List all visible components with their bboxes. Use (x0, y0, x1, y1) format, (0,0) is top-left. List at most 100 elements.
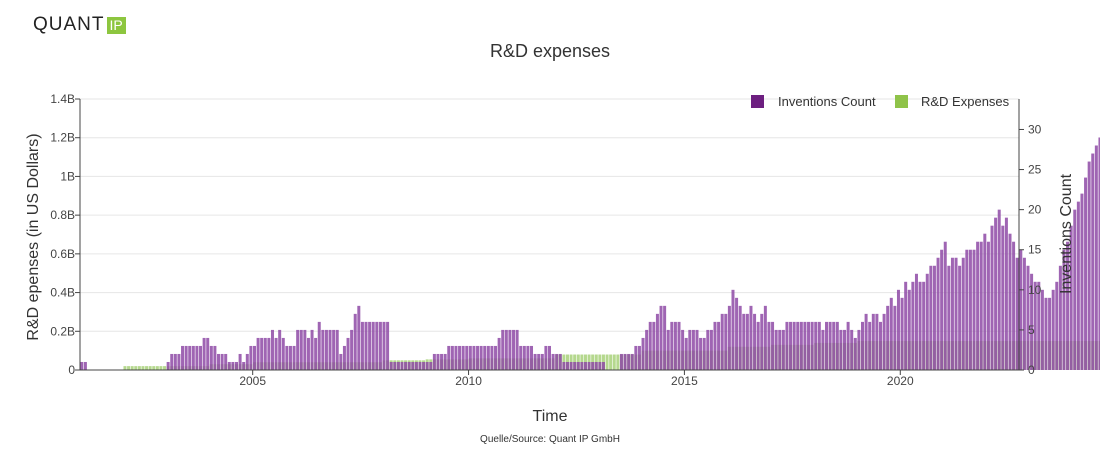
inventions-count-bar[interactable] (512, 329, 516, 370)
inventions-count-bar[interactable] (476, 345, 480, 370)
inventions-count-bar[interactable] (346, 337, 350, 370)
inventions-count-bar[interactable] (350, 329, 354, 370)
inventions-count-bar[interactable] (422, 361, 426, 370)
inventions-count-bar[interactable] (950, 257, 954, 370)
inventions-count-bar[interactable] (814, 321, 818, 370)
inventions-count-bar[interactable] (310, 329, 314, 370)
inventions-count-bar[interactable] (540, 353, 544, 370)
inventions-count-bar[interactable] (709, 329, 713, 370)
inventions-count-bar[interactable] (587, 361, 591, 370)
inventions-count-bar[interactable] (598, 361, 602, 370)
inventions-count-bar[interactable] (267, 337, 271, 370)
inventions-count-bar[interactable] (404, 361, 408, 370)
rd-expenses-bar[interactable] (152, 366, 156, 370)
inventions-count-bar[interactable] (368, 321, 372, 370)
inventions-count-bar[interactable] (1033, 281, 1037, 370)
inventions-count-bar[interactable] (727, 305, 731, 370)
inventions-count-bar[interactable] (544, 345, 548, 370)
inventions-count-bar[interactable] (173, 353, 177, 370)
inventions-count-bar[interactable] (1091, 153, 1095, 370)
inventions-count-bar[interactable] (958, 265, 962, 370)
inventions-count-bar[interactable] (699, 337, 703, 370)
inventions-count-bar[interactable] (231, 361, 235, 370)
inventions-count-bar[interactable] (979, 241, 983, 370)
inventions-count-bar[interactable] (601, 361, 605, 370)
inventions-count-bar[interactable] (896, 289, 900, 370)
inventions-count-bar[interactable] (634, 345, 638, 370)
inventions-count-bar[interactable] (342, 345, 346, 370)
rd-expenses-bar[interactable] (134, 366, 138, 370)
rd-expenses-bar[interactable] (616, 354, 620, 370)
inventions-count-bar[interactable] (875, 313, 879, 370)
inventions-count-bar[interactable] (418, 361, 422, 370)
inventions-count-bar[interactable] (760, 313, 764, 370)
inventions-count-bar[interactable] (519, 345, 523, 370)
inventions-count-bar[interactable] (508, 329, 512, 370)
inventions-count-bar[interactable] (1040, 289, 1044, 370)
inventions-count-bar[interactable] (306, 337, 310, 370)
inventions-count-bar[interactable] (386, 321, 390, 370)
inventions-count-bar[interactable] (619, 353, 623, 370)
inventions-count-bar[interactable] (533, 353, 537, 370)
inventions-count-bar[interactable] (166, 361, 170, 370)
inventions-count-bar[interactable] (911, 281, 915, 370)
inventions-count-bar[interactable] (375, 321, 379, 370)
inventions-count-bar[interactable] (968, 249, 972, 370)
inventions-count-bar[interactable] (659, 305, 663, 370)
rd-expenses-bar[interactable] (159, 366, 163, 370)
inventions-count-bar[interactable] (1008, 233, 1012, 370)
inventions-count-bar[interactable] (735, 297, 739, 370)
inventions-count-bar[interactable] (371, 321, 375, 370)
inventions-count-bar[interactable] (177, 353, 181, 370)
inventions-count-bar[interactable] (1055, 281, 1059, 370)
inventions-count-bar[interactable] (1084, 177, 1088, 370)
inventions-count-bar[interactable] (853, 337, 857, 370)
legend-label-rd[interactable]: R&D Expenses (921, 94, 1010, 109)
inventions-count-bar[interactable] (893, 305, 897, 370)
inventions-count-bar[interactable] (191, 345, 195, 370)
inventions-count-bar[interactable] (562, 361, 566, 370)
inventions-count-bar[interactable] (400, 361, 404, 370)
inventions-count-bar[interactable] (1058, 265, 1062, 370)
inventions-count-bar[interactable] (929, 265, 933, 370)
inventions-count-bar[interactable] (468, 345, 472, 370)
inventions-count-bar[interactable] (720, 313, 724, 370)
inventions-count-bar[interactable] (821, 329, 825, 370)
inventions-count-bar[interactable] (458, 345, 462, 370)
inventions-count-bar[interactable] (565, 361, 569, 370)
inventions-count-bar[interactable] (278, 329, 282, 370)
inventions-count-bar[interactable] (569, 361, 573, 370)
inventions-count-bar[interactable] (396, 361, 400, 370)
rd-expenses-bar[interactable] (155, 366, 159, 370)
rd-expenses-bar[interactable] (137, 366, 141, 370)
inventions-count-bar[interactable] (245, 353, 249, 370)
inventions-count-bar[interactable] (328, 329, 332, 370)
inventions-count-bar[interactable] (227, 361, 231, 370)
inventions-count-bar[interactable] (213, 345, 217, 370)
inventions-count-bar[interactable] (530, 345, 534, 370)
inventions-count-bar[interactable] (285, 345, 289, 370)
inventions-count-bar[interactable] (807, 321, 811, 370)
inventions-count-bar[interactable] (1094, 145, 1098, 370)
inventions-count-bar[interactable] (932, 265, 936, 370)
inventions-count-bar[interactable] (997, 209, 1001, 370)
inventions-count-bar[interactable] (1037, 281, 1041, 370)
inventions-count-bar[interactable] (483, 345, 487, 370)
inventions-count-bar[interactable] (411, 361, 415, 370)
inventions-count-bar[interactable] (623, 353, 627, 370)
inventions-count-bar[interactable] (1073, 209, 1077, 370)
inventions-count-bar[interactable] (80, 361, 84, 370)
inventions-count-bar[interactable] (778, 329, 782, 370)
inventions-count-bar[interactable] (817, 321, 821, 370)
inventions-count-bar[interactable] (288, 345, 292, 370)
inventions-count-bar[interactable] (436, 353, 440, 370)
inventions-count-bar[interactable] (364, 321, 368, 370)
inventions-count-bar[interactable] (745, 313, 749, 370)
inventions-count-bar[interactable] (573, 361, 577, 370)
inventions-count-bar[interactable] (324, 329, 328, 370)
inventions-count-bar[interactable] (281, 337, 285, 370)
rd-expenses-bar[interactable] (605, 354, 609, 370)
inventions-count-bar[interactable] (756, 321, 760, 370)
inventions-count-bar[interactable] (580, 361, 584, 370)
inventions-count-bar[interactable] (184, 345, 188, 370)
